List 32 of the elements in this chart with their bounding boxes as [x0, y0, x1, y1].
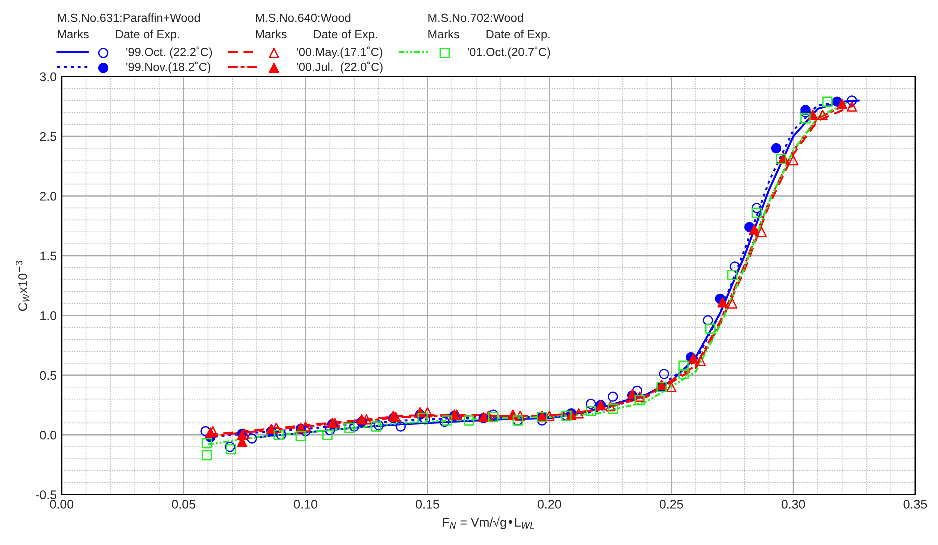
text: M.S.No.702:Wood — [428, 14, 524, 22]
x-axis-title: F$_{N}$ = Vm/√g•L$_{WL}$ — [443, 516, 534, 530]
legend-label: '00.May.(17.1˚C) — [297, 46, 383, 59]
y-tick-label: 0.5 — [40, 371, 57, 380]
x-tick-label: 0.35 — [904, 500, 928, 509]
legend-label: '99.Oct. (22.2˚C) — [126, 46, 212, 59]
legend-label: '99.Nov.(18.2˚C) — [126, 62, 211, 74]
x-tick-label: 0.20 — [538, 500, 562, 509]
y-axis-title: C$_{W}$x10$^{−3}$ — [16, 261, 30, 312]
x-tick-label: 0.25 — [660, 500, 684, 509]
y-tick-label: -0.5 — [36, 490, 57, 500]
x-tick-label: 0.05 — [172, 500, 196, 509]
x-tick-label: 0.00 — [50, 500, 74, 509]
text: Marks — [256, 30, 287, 39]
y-tick-label: 2.5 — [40, 132, 57, 142]
text: M.S.No.631:Paraffin+Wood — [58, 14, 200, 22]
text: Marks — [58, 30, 89, 39]
y-tick-label: 1.5 — [40, 252, 57, 261]
legend-label: '00.Jul. (22.0˚C) — [297, 62, 383, 74]
text: Date of Exp. — [486, 30, 550, 41]
x-tick-label: 0.10 — [294, 500, 318, 509]
x-tick-label: 0.30 — [782, 500, 806, 509]
text: Marks — [428, 30, 460, 39]
y-tick-label: 2.0 — [40, 192, 57, 201]
y-tick-label: 3.0 — [40, 72, 57, 82]
text: M.S.No.640:Wood — [256, 14, 351, 22]
text: Date of Exp. — [116, 30, 180, 41]
legend-label: '01.Oct.(20.7˚C) — [468, 46, 550, 59]
x-tick-label: 0.15 — [416, 500, 440, 509]
y-tick-label: 1.0 — [40, 312, 57, 320]
text: Date of Exp. — [314, 30, 378, 41]
y-tick-label: 0.0 — [40, 430, 57, 440]
